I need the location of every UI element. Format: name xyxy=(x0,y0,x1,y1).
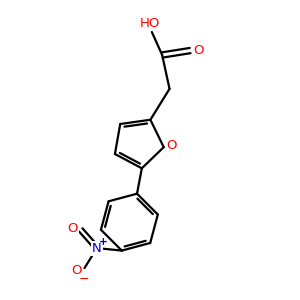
Text: HO: HO xyxy=(140,17,160,30)
Text: O: O xyxy=(71,264,82,277)
Text: O: O xyxy=(193,44,204,57)
Text: −: − xyxy=(79,273,89,286)
Text: +: + xyxy=(99,237,108,247)
Text: N: N xyxy=(92,242,102,255)
Text: O: O xyxy=(67,222,78,235)
Text: O: O xyxy=(167,139,177,152)
